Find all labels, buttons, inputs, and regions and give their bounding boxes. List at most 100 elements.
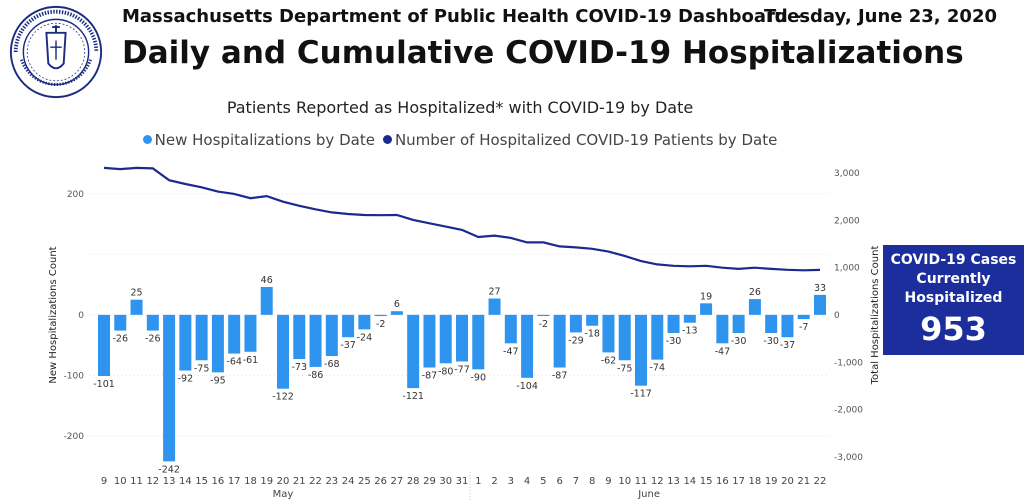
bar-value-label: -86 (308, 370, 324, 381)
bar-value-label: -30 (731, 336, 747, 347)
legend-item-total[interactable]: Number of Hospitalized COVID-19 Patients… (382, 131, 778, 149)
page-title: Daily and Cumulative COVID-19 Hospitaliz… (122, 35, 964, 71)
left-tick-label: -200 (64, 432, 85, 442)
new-hospitalizations-bar[interactable] (765, 314, 778, 334)
card-value: 953 (920, 310, 987, 348)
new-hospitalizations-bar[interactable] (163, 314, 176, 462)
new-hospitalizations-bar[interactable] (797, 314, 810, 320)
new-hospitalizations-bar[interactable] (244, 314, 257, 352)
new-hospitalizations-bar[interactable] (179, 314, 192, 371)
new-hospitalizations-bar[interactable] (504, 314, 517, 344)
new-hospitalizations-bar[interactable] (146, 314, 159, 331)
bar-value-label: -2 (376, 319, 385, 330)
x-tick-label: 21 (797, 476, 810, 487)
left-axis-label: New Hospitalizations Count (48, 246, 59, 383)
new-hospitalizations-bar[interactable] (700, 303, 713, 315)
x-tick-label: 28 (407, 476, 420, 487)
x-tick-label: 15 (195, 476, 208, 487)
x-tick-label: 3 (508, 476, 514, 487)
x-tick-label: 2 (491, 476, 497, 487)
new-hospitalizations-bar[interactable] (683, 314, 696, 323)
month-label: May (273, 489, 294, 500)
new-hospitalizations-bar[interactable] (439, 314, 452, 364)
bar-value-label: -29 (568, 335, 584, 346)
x-tick-label: 16 (212, 476, 225, 487)
new-hospitalizations-bar[interactable] (114, 314, 127, 331)
bar-value-label: -90 (471, 372, 487, 383)
new-hospitalizations-bar[interactable] (716, 314, 729, 344)
x-tick-label: 4 (524, 476, 530, 487)
new-hospitalizations-bar[interactable] (342, 314, 355, 338)
new-hospitalizations-bar[interactable] (325, 314, 338, 357)
chart-legend: New Hospitalizations by Date Number of Ho… (0, 131, 920, 149)
legend-label: Number of Hospitalized COVID-19 Patients… (394, 131, 778, 149)
new-hospitalizations-bar[interactable] (374, 314, 387, 317)
chart-title: Patients Reported as Hospitalized* with … (226, 98, 694, 117)
bar-value-label: -68 (324, 359, 340, 370)
dashboard-title: Massachusetts Department of Public Healt… (122, 6, 802, 27)
new-hospitalizations-bar[interactable] (618, 314, 631, 361)
new-hospitalizations-bar[interactable] (407, 314, 420, 389)
x-tick-label: 10 (114, 476, 127, 487)
x-tick-label: 19 (765, 476, 778, 487)
new-hospitalizations-bar[interactable] (358, 314, 371, 330)
x-tick-label: 9 (101, 476, 107, 487)
bar-value-label: 33 (814, 283, 826, 294)
new-hospitalizations-bar[interactable] (195, 314, 208, 361)
new-hospitalizations-bar[interactable] (309, 314, 322, 367)
new-hospitalizations-bar[interactable] (423, 314, 436, 368)
new-hospitalizations-bar[interactable] (732, 314, 745, 334)
left-tick-label: 200 (67, 190, 84, 200)
legend-item-new[interactable]: New Hospitalizations by Date (142, 131, 375, 149)
new-hospitalizations-bar[interactable] (537, 314, 550, 317)
new-hospitalizations-bar[interactable] (667, 314, 680, 334)
new-hospitalizations-bar[interactable] (277, 314, 289, 389)
x-tick-label: 22 (814, 476, 827, 487)
bar-value-label: -47 (503, 346, 519, 357)
new-hospitalizations-bar[interactable] (488, 298, 501, 315)
new-hospitalizations-bar[interactable] (586, 314, 599, 326)
new-hospitalizations-bar[interactable] (781, 314, 794, 338)
new-hospitalizations-bar[interactable] (472, 314, 485, 370)
right-tick-label: 3,000 (834, 169, 860, 179)
new-hospitalizations-bar[interactable] (814, 294, 826, 315)
bar-value-label: -62 (601, 355, 617, 366)
bar-value-label: -24 (357, 332, 373, 343)
x-tick-label: 29 (423, 476, 436, 487)
new-hospitalizations-bar[interactable] (569, 314, 582, 333)
bar-value-label: -47 (715, 346, 731, 357)
legend-dot-icon (142, 135, 152, 144)
legend-dot-icon (382, 135, 392, 144)
new-hospitalizations-bar[interactable] (130, 299, 143, 315)
new-hospitalizations-bar[interactable] (390, 311, 403, 315)
bar-value-label: -121 (402, 391, 424, 402)
new-hospitalizations-bar[interactable] (456, 314, 468, 362)
bar-value-label: -92 (178, 374, 194, 385)
report-date: Tuesday, June 23, 2020 (764, 6, 998, 27)
new-hospitalizations-bar[interactable] (260, 286, 273, 315)
bar-value-label: 27 (488, 286, 500, 297)
x-tick-label: 7 (573, 476, 579, 487)
new-hospitalizations-bar[interactable] (635, 314, 647, 386)
new-hospitalizations-bar[interactable] (602, 314, 615, 353)
new-hospitalizations-bar[interactable] (98, 314, 110, 376)
new-hospitalizations-bar[interactable] (748, 299, 761, 315)
new-hospitalizations-bar[interactable] (228, 314, 241, 354)
new-hospitalizations-bar[interactable] (651, 314, 664, 360)
x-tick-label: 21 (293, 476, 306, 487)
x-tick-label: 18 (244, 476, 257, 487)
x-tick-label: 17 (228, 476, 241, 487)
new-hospitalizations-bar[interactable] (553, 314, 566, 368)
new-hospitalizations-bar[interactable] (293, 314, 306, 360)
massachusetts-dph-seal (9, 5, 103, 99)
bar-value-label: -74 (650, 363, 666, 374)
left-tick-label: -100 (64, 371, 85, 381)
x-tick-label: 14 (179, 476, 192, 487)
new-hospitalizations-bar[interactable] (211, 314, 224, 373)
x-tick-label: 30 (439, 476, 452, 487)
x-tick-label: 17 (732, 476, 745, 487)
right-tick-label: -3,000 (834, 453, 863, 463)
bar-value-label: 19 (700, 291, 712, 302)
new-hospitalizations-bar[interactable] (521, 314, 534, 378)
bar-value-label: -18 (584, 329, 600, 340)
